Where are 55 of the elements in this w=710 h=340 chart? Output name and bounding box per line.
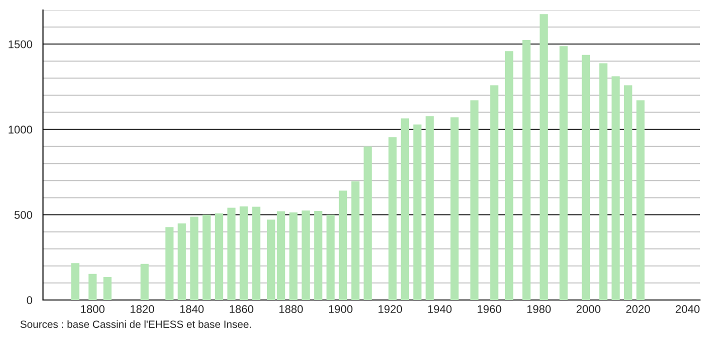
source-note: Sources : base Cassini de l'EHESS et base Insee. — [20, 320, 251, 328]
x-tick-label: 1800 — [81, 305, 105, 314]
bar — [88, 274, 97, 300]
x-tick-label: 1940 — [428, 305, 452, 314]
bar — [636, 100, 645, 300]
bar — [326, 214, 335, 300]
y-tick-label: 500 — [14, 210, 32, 219]
bar — [338, 190, 348, 300]
x-tick-label: 1820 — [130, 305, 154, 314]
x-tick-label: 1880 — [279, 305, 303, 314]
bar — [289, 212, 298, 300]
bar — [560, 46, 568, 300]
bar — [71, 263, 80, 300]
x-tick-label: 1860 — [230, 305, 254, 314]
bar — [426, 116, 434, 300]
bar — [252, 206, 260, 300]
bar — [540, 14, 548, 300]
x-tick-label: 2020 — [626, 305, 650, 314]
bar — [214, 213, 224, 300]
bar — [388, 137, 397, 300]
bar — [276, 211, 286, 300]
bar — [202, 214, 211, 300]
x-tick-label: 1920 — [378, 305, 402, 314]
bar — [103, 276, 112, 300]
bar — [178, 223, 186, 300]
x-tick-label: 1900 — [329, 305, 352, 314]
bar — [227, 208, 236, 300]
bar — [165, 227, 174, 300]
y-tick-label: 1000 — [8, 126, 32, 134]
bar — [364, 146, 372, 300]
bar — [413, 124, 422, 300]
bar — [470, 100, 478, 300]
bar — [599, 63, 608, 300]
y-tick-label: 0 — [26, 296, 32, 304]
bar — [522, 40, 531, 300]
x-tick-label: 1980 — [527, 305, 551, 314]
x-tick-label: 2000 — [576, 305, 600, 314]
bar — [612, 76, 620, 300]
bar — [302, 210, 310, 300]
bar — [582, 54, 590, 300]
bar — [450, 117, 459, 300]
bar — [314, 210, 322, 300]
x-tick-label: 2040 — [676, 305, 700, 314]
bar — [190, 216, 198, 300]
x-tick-label: 1960 — [478, 305, 502, 314]
bar — [240, 206, 248, 300]
bar — [400, 118, 410, 300]
x-tick-label: 1840 — [180, 305, 204, 314]
y-tick-label: 1500 — [8, 40, 32, 48]
bar — [267, 220, 276, 300]
bar — [490, 85, 498, 300]
bar — [505, 51, 514, 300]
bar — [351, 181, 360, 300]
bar — [624, 85, 632, 300]
bar — [140, 264, 149, 300]
